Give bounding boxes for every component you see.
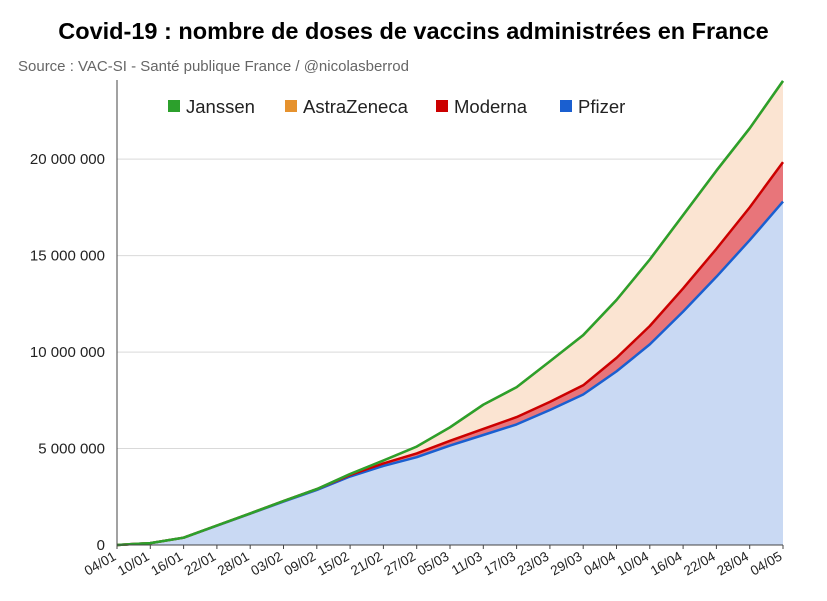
y-tick-label-3: 15 000 000 [30,248,105,265]
x-tick-label-9: 27/02 [381,549,418,579]
area-astrazeneca [117,81,783,545]
x-tick-label-1: 10/01 [115,549,152,579]
x-tick-label-15: 04/04 [581,548,618,578]
x-tick-label-5: 03/02 [248,549,285,579]
legend-swatch-pfizer [560,100,572,112]
x-tick-label-13: 23/03 [515,549,552,579]
area-pfizer [117,201,783,545]
x-tick-label-12: 17/03 [481,549,518,579]
x-tick-labels: 04/0110/0116/0122/0128/0103/0209/0215/02… [82,548,785,578]
legend-label-astrazeneca: AstraZeneca [303,96,409,117]
y-tick-label-2: 10 000 000 [30,344,105,361]
legend-swatch-janssen [168,100,180,112]
x-tick-label-17: 16/04 [648,548,685,578]
x-tick-label-2: 16/01 [148,549,185,579]
x-tick-label-7: 15/02 [315,549,352,579]
x-tick-label-3: 22/01 [182,549,219,579]
x-tick-label-4: 28/01 [215,549,252,579]
line-layer [116,80,785,547]
y-tick-label-0: 0 [97,537,105,554]
y-tick-label-1: 5 000 000 [38,441,105,458]
x-tick-label-11: 11/03 [449,549,485,578]
legend-label-janssen: Janssen [186,96,255,117]
chart-subtitle: Source : VAC-SI - Santé publique France … [18,58,409,75]
legend-label-pfizer: Pfizer [578,96,625,117]
axis-layer [116,80,784,549]
area-layer [117,80,783,546]
x-tick-label-10: 05/03 [415,549,452,579]
x-tick-label-6: 09/02 [282,549,319,579]
legend-label-moderna: Moderna [454,96,528,117]
y-tick-label-4: 20 000 000 [30,151,105,168]
x-tick-label-8: 21/02 [348,549,385,579]
legend-swatch-astrazeneca [285,100,297,112]
x-tick-label-20: 04/05 [748,549,785,579]
x-tick-label-18: 22/04 [681,548,718,578]
x-tick-label-16: 10/04 [615,548,652,578]
y-tick-labels: 0 5 000 000 10 000 000 15 000 000 20 000 000 [30,151,105,554]
x-tick-label-19: 28/04 [714,548,751,578]
chart-title: Covid-19 : nombre de doses de vaccins ad… [58,18,769,44]
legend: Janssen AstraZeneca Moderna Pfizer [168,96,625,117]
line-janssen [116,80,785,547]
legend-swatch-moderna [436,100,448,112]
x-tick-label-14: 29/03 [548,549,585,579]
